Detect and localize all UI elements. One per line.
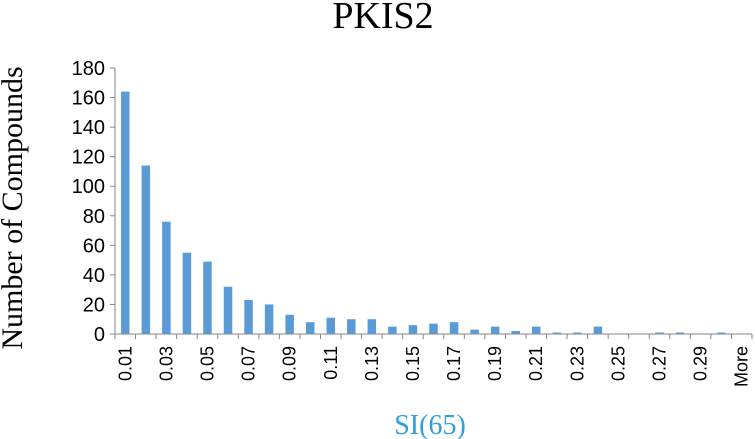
x-tick-label: 0.05 xyxy=(197,346,217,381)
y-axis-label: Number of Compounds xyxy=(0,66,29,349)
x-tick-label: 0.07 xyxy=(239,346,259,381)
y-tick-label: 40 xyxy=(83,265,105,287)
bar-0.13 xyxy=(367,319,377,334)
bar-0.23 xyxy=(573,332,582,334)
bar-0.17 xyxy=(449,322,459,334)
bar-0.2 xyxy=(511,331,520,334)
bar-0.3 xyxy=(716,332,726,334)
bar-0.1 xyxy=(305,322,315,334)
bar-0.08 xyxy=(264,304,274,334)
bar-0.11 xyxy=(326,317,336,334)
bar-0.12 xyxy=(347,319,356,334)
x-tick-label: 0.27 xyxy=(650,346,670,381)
bar-0.28 xyxy=(675,332,685,334)
x-tick-label: 0.29 xyxy=(691,346,711,381)
x-tick-label: 0.13 xyxy=(362,346,382,381)
x-tick-label: More xyxy=(732,346,752,387)
plot-area: 0 20 40 60 80 100 120 140 160 180 0.01 0.03 0.05 0.07… xyxy=(72,58,753,387)
bar-0.18 xyxy=(470,329,479,334)
x-tick-label: 0.03 xyxy=(156,346,176,381)
bar-0.22 xyxy=(552,332,562,334)
y-tick-label: 80 xyxy=(83,206,105,228)
bar-0.24 xyxy=(593,326,603,334)
y-tick-label: 100 xyxy=(72,176,105,198)
bar-0.19 xyxy=(490,326,500,334)
x-tick-label: 0.09 xyxy=(280,346,300,381)
x-tick-label: 0.25 xyxy=(608,346,628,381)
bar-0.09 xyxy=(285,314,294,334)
x-axis-label: SI(65) xyxy=(394,410,466,439)
y-tick-label: 20 xyxy=(83,294,105,316)
bar-0.04 xyxy=(182,252,192,334)
x-tick-label: 0.21 xyxy=(526,346,546,381)
y-tick-label: 0 xyxy=(94,324,105,346)
x-tick-label: 0.11 xyxy=(321,346,341,380)
y-tick-label: 180 xyxy=(72,58,105,80)
bar-0.05 xyxy=(203,261,212,334)
y-tick-label: 60 xyxy=(83,235,105,257)
bar-0.21 xyxy=(531,326,541,334)
bar-0.02 xyxy=(141,165,151,334)
y-tick-label: 140 xyxy=(72,117,105,139)
bar-0.03 xyxy=(162,221,171,334)
x-tick-label: 0.19 xyxy=(485,346,505,381)
bar-0.07 xyxy=(244,300,253,334)
x-tick-label: 0.15 xyxy=(403,346,423,381)
x-tick-label: 0.23 xyxy=(567,346,587,381)
y-tick-label: 120 xyxy=(72,147,105,169)
bar-0.16 xyxy=(429,323,438,334)
bar-0.01 xyxy=(121,91,130,334)
bar-0.06 xyxy=(223,286,233,334)
bar-0.15 xyxy=(408,325,418,334)
x-tick-label: 0.01 xyxy=(115,346,135,381)
chart-title: PKIS2 xyxy=(332,0,433,37)
y-tick-label: 160 xyxy=(72,88,105,110)
x-tick-label: 0.17 xyxy=(444,346,464,381)
bar-0.14 xyxy=(388,326,397,334)
bar-0.27 xyxy=(655,332,664,334)
